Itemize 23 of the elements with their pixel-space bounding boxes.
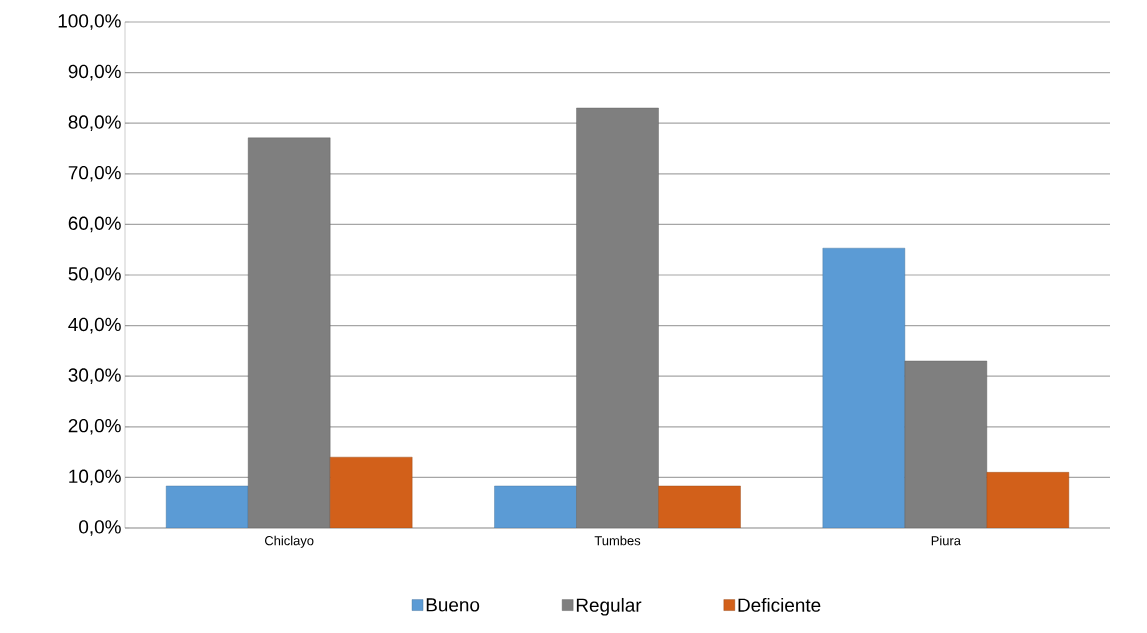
legend-label: Bueno bbox=[426, 598, 480, 612]
y-tick-label: 40,0% bbox=[68, 317, 121, 334]
x-tick-label: Chiclayo bbox=[265, 535, 314, 548]
bar bbox=[658, 485, 741, 528]
bar bbox=[165, 485, 249, 528]
x-tick-label: Tumbes bbox=[594, 535, 641, 546]
y-tick-label: 60,0% bbox=[68, 216, 121, 233]
y-tick-label: 90,0% bbox=[68, 64, 121, 81]
bar bbox=[494, 485, 577, 528]
y-tick-label: 70,0% bbox=[68, 165, 121, 182]
y-tick-label: 20,0% bbox=[68, 418, 121, 435]
y-tick-label: 30,0% bbox=[68, 368, 121, 384]
bar bbox=[329, 456, 413, 528]
legend-label: Regular bbox=[576, 597, 642, 616]
y-tick-label: 50,0% bbox=[68, 267, 121, 283]
bar bbox=[822, 247, 906, 528]
y-tick-label: 100,0% bbox=[58, 14, 121, 30]
legend-label: Deficiente bbox=[738, 597, 821, 612]
bar bbox=[986, 472, 1070, 528]
y-tick-label: 10,0% bbox=[69, 469, 121, 486]
x-tick-label: Piura bbox=[931, 535, 961, 546]
y-tick-label: 80,0% bbox=[68, 115, 121, 131]
y-tick-label: 0,0% bbox=[79, 520, 121, 536]
